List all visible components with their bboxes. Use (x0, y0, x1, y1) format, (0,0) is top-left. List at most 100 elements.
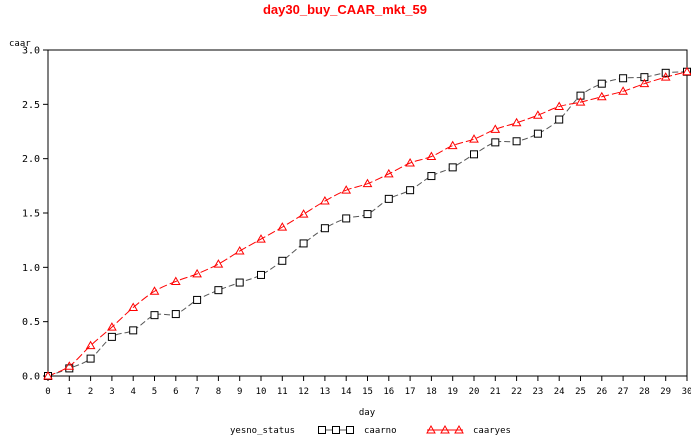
data-point-caaryes (554, 101, 565, 111)
data-point-caaryes (575, 97, 586, 106)
legend-marker-caarno (332, 426, 340, 434)
x-tick-label: 10 (256, 387, 267, 397)
x-tick-label: 13 (319, 387, 330, 397)
data-point-caarno (129, 326, 138, 335)
x-tick-label: 4 (130, 387, 135, 397)
data-point-caaryes (107, 322, 117, 331)
data-point-caarno (278, 256, 287, 265)
data-point-caaryes (490, 124, 501, 133)
data-point-caarno (597, 79, 606, 88)
x-tick-label: 23 (532, 387, 543, 397)
data-point-caarno (299, 239, 308, 248)
series-line-caarno (47, 71, 688, 377)
x-tick-label: 27 (618, 387, 629, 397)
data-point-caarno (512, 137, 521, 146)
data-point-caaryes (170, 276, 181, 285)
data-point-caaryes (383, 168, 394, 178)
series-markers (43, 66, 691, 380)
data-point-caaryes (298, 209, 309, 218)
series-lines (47, 71, 688, 377)
data-point-caarno (427, 172, 436, 181)
x-tick-label: 29 (660, 387, 671, 397)
data-point-caarno (150, 311, 159, 320)
x-tick-label: 6 (173, 387, 178, 397)
y-tick-label: 1.5 (22, 209, 40, 220)
data-point-caaryes (64, 361, 75, 370)
data-point-caarno (406, 186, 415, 195)
x-tick-label: 3 (109, 387, 114, 397)
data-point-caarno (214, 286, 223, 295)
data-point-caarno (533, 129, 542, 138)
x-tick-label: 2 (88, 387, 93, 397)
data-point-caarno (470, 150, 478, 159)
series-line-caaryes (47, 71, 688, 377)
legend-marker-caarno (318, 426, 326, 434)
data-point-caarno (107, 332, 116, 341)
legend-title: yesno_status (230, 426, 295, 436)
x-tick-label: 9 (237, 387, 242, 397)
data-point-caarno (619, 74, 628, 83)
x-tick-label: 8 (216, 387, 221, 397)
x-tick-label: 20 (469, 387, 480, 397)
data-point-caarno (342, 214, 351, 223)
x-tick-label: 26 (596, 387, 607, 397)
x-axis: 0 1 2 3 4 5 6 7 8 9 10 11 12 13 14 15 16 17 18 19 20 21 22 23 24… (45, 376, 691, 397)
legend-label-caaryes: caaryes (473, 426, 511, 436)
legend-label-caarno: caarno (364, 426, 397, 436)
x-axis-label: day (359, 408, 376, 418)
x-tick-label: 22 (511, 387, 522, 397)
x-tick-label: 12 (298, 387, 309, 397)
x-tick-label: 25 (575, 387, 586, 397)
data-point-caaryes (234, 246, 245, 255)
data-point-caarno (235, 278, 244, 287)
data-point-caaryes (256, 234, 266, 243)
data-point-caaryes (277, 222, 288, 231)
y-axis: 0.0 0.5 1.0 1.5 2.0 2.5 3.0 (22, 46, 48, 383)
data-point-caaryes (43, 370, 53, 380)
legend-marker-caaryes (454, 424, 464, 434)
x-tick-label: 0 (45, 387, 50, 397)
data-point-caarno (491, 138, 500, 147)
data-point-caarno (448, 163, 457, 172)
data-point-caaryes (149, 286, 160, 295)
y-tick-label: 3.0 (22, 46, 40, 57)
data-point-caaryes (533, 110, 543, 119)
legend-marker-caarno (346, 426, 354, 434)
x-tick-label: 24 (554, 387, 565, 397)
data-point-caaryes (362, 178, 373, 188)
legend-marker-caaryes (440, 424, 450, 434)
x-tick-label: 30 (682, 387, 691, 397)
data-point-caaryes (426, 151, 437, 160)
legend: yesno_status caarno caaryes (230, 424, 511, 436)
legend-marker-caaryes (426, 424, 436, 434)
data-point-caaryes (447, 140, 458, 150)
y-tick-label: 2.0 (22, 154, 40, 165)
data-point-caaryes (682, 66, 691, 76)
data-point-caaryes (405, 158, 415, 167)
x-tick-label: 7 (194, 387, 199, 397)
data-point-caaryes (618, 86, 628, 95)
data-point-caaryes (341, 185, 352, 194)
data-point-caarno (86, 354, 95, 363)
data-point-caaryes (469, 134, 479, 143)
data-point-caaryes (213, 259, 224, 268)
y-tick-label: 0.5 (22, 317, 40, 328)
y-tick-label: 2.5 (22, 100, 40, 111)
chart-title: day30_buy_CAAR_mkt_59 (263, 2, 427, 17)
y-tick-label: 1.0 (22, 263, 40, 274)
x-tick-label: 15 (362, 387, 373, 397)
data-point-caaryes (85, 340, 96, 350)
x-tick-label: 28 (639, 387, 650, 397)
data-point-caarno (320, 224, 329, 233)
data-point-caaryes (192, 268, 202, 278)
data-point-caarno (193, 295, 202, 304)
x-tick-label: 17 (405, 387, 416, 397)
data-point-caaryes (511, 117, 522, 127)
data-point-caaryes (639, 78, 650, 88)
data-point-caarno (257, 270, 265, 279)
data-point-caarno (555, 115, 564, 124)
x-tick-label: 18 (426, 387, 437, 397)
y-axis-label: caar (9, 39, 31, 49)
x-tick-label: 14 (341, 387, 352, 397)
data-point-caarno (363, 210, 372, 219)
